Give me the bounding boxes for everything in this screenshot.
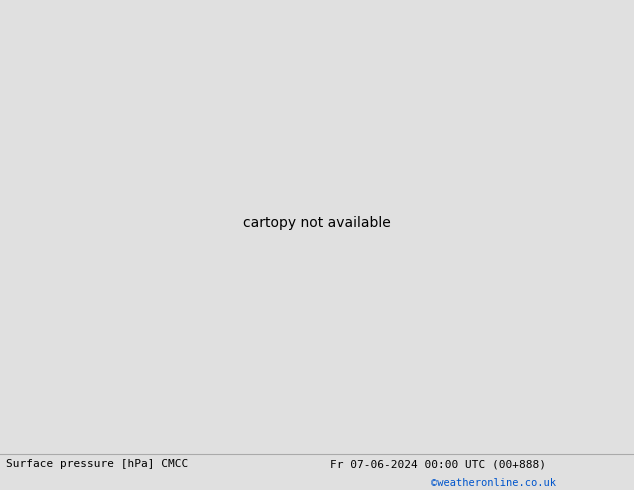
Text: cartopy not available: cartopy not available [243, 216, 391, 230]
Text: Fr 07-06-2024 00:00 UTC (00+888): Fr 07-06-2024 00:00 UTC (00+888) [330, 459, 546, 469]
Text: ©weatheronline.co.uk: ©weatheronline.co.uk [431, 478, 556, 488]
Text: Surface pressure [hPa] CMCC: Surface pressure [hPa] CMCC [6, 459, 188, 469]
